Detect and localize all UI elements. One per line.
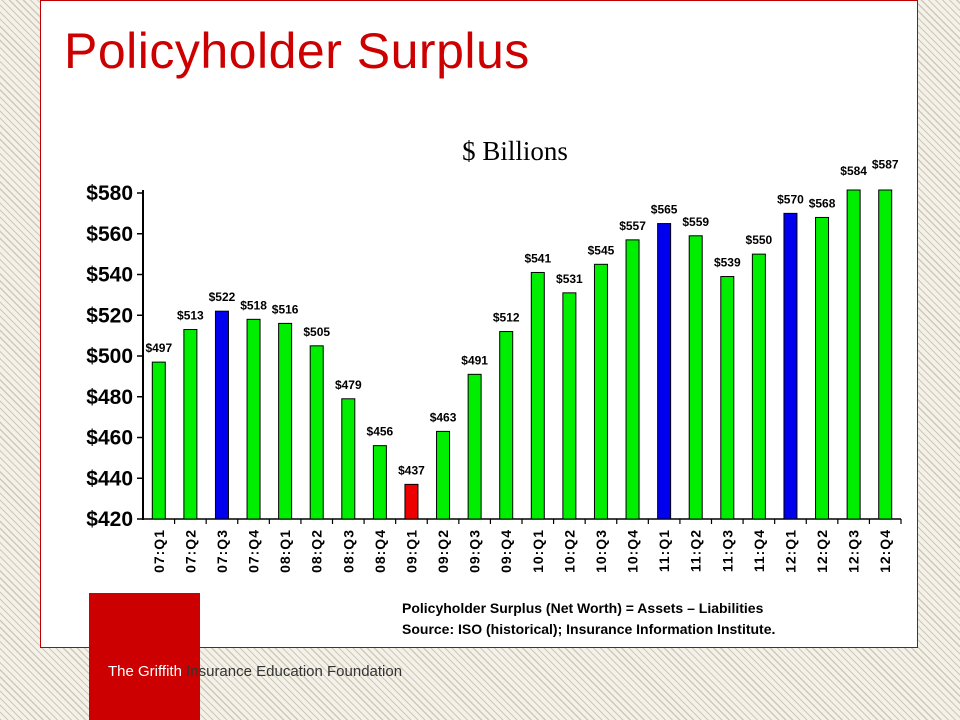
bar-11-Q4: [751, 253, 766, 520]
data-label: $491: [461, 353, 488, 367]
bar-10-Q2: [562, 292, 577, 520]
bar-07-Q1: [151, 361, 166, 520]
data-label: $518: [240, 298, 267, 312]
bar-09-Q3: [467, 373, 482, 520]
chart-title: $ Billions: [462, 136, 568, 166]
bar-11-Q2: [688, 235, 703, 520]
x-tick-label: 08:Q2: [309, 529, 325, 573]
data-label: $463: [430, 410, 457, 424]
data-label: $545: [588, 243, 615, 257]
x-tick-label: 09:Q1: [403, 529, 419, 573]
bar-10-Q3: [593, 263, 608, 520]
y-tick-label: $500: [86, 345, 133, 368]
bar-12-Q1: [783, 212, 798, 520]
y-tick-label: $440: [86, 467, 133, 490]
data-label: $497: [145, 341, 172, 355]
footer-part-2: Insurance Education Foundation: [181, 663, 403, 680]
x-tick-label: 10:Q2: [561, 529, 577, 573]
bar-12-Q3: [846, 189, 861, 520]
data-label: $550: [746, 233, 773, 247]
data-label: $516: [272, 302, 299, 316]
footnote-definition: Policyholder Surplus (Net Worth) = Asset…: [402, 600, 764, 616]
bar-07-Q4: [246, 318, 261, 520]
bar-07-Q3: [214, 310, 229, 520]
x-tick-label: 11:Q2: [688, 529, 704, 572]
data-label: $565: [651, 203, 678, 217]
accent-box: [89, 593, 200, 720]
x-tick-label: 12:Q3: [846, 529, 862, 573]
data-label: $557: [619, 219, 646, 233]
x-tick-label: 07:Q4: [246, 529, 262, 573]
x-tick-label: 09:Q4: [498, 529, 514, 573]
data-label: $522: [209, 290, 236, 304]
chart-axes: [142, 190, 902, 524]
data-label: $568: [809, 196, 836, 210]
x-tick-label: 08:Q1: [277, 529, 293, 573]
bar-10-Q1: [530, 271, 545, 520]
chart-bars: [151, 189, 893, 520]
chart-data-labels: $497 $513 $522 $518 $516 $505 $479 $456 $437 $463…: [145, 158, 898, 478]
y-tick-label: $580: [86, 182, 133, 205]
data-label: $539: [714, 256, 741, 270]
x-tick-label: 11:Q3: [719, 529, 735, 572]
y-tick-label: $460: [86, 427, 133, 450]
bar-10-Q4: [625, 239, 640, 520]
bar-12-Q4: [878, 189, 893, 520]
bar-09-Q4: [499, 331, 514, 520]
data-label: $541: [524, 251, 551, 265]
data-label: $513: [177, 309, 204, 323]
x-tick-label: 07:Q3: [214, 529, 230, 573]
footer-organization: The Griffith Insurance Education Foundat…: [108, 663, 402, 680]
x-tick-label: 12:Q1: [782, 529, 798, 573]
slide-frame: [40, 0, 918, 648]
x-tick-label: 09:Q2: [435, 529, 451, 573]
bar-08-Q2: [309, 345, 324, 520]
x-tick-label: 10:Q1: [530, 529, 546, 573]
data-label: $456: [367, 425, 394, 439]
y-axis-ticks: $420 $440 $460 $480 $500 $520 $540 $560 $580: [86, 182, 143, 531]
bar-08-Q1: [278, 322, 293, 520]
slide-title: Policyholder Surplus: [64, 23, 530, 79]
y-tick-label: $560: [86, 223, 133, 246]
data-label: $559: [682, 215, 709, 229]
y-tick-label: $540: [86, 264, 133, 287]
footnote-source: Source: ISO (historical); Insurance Info…: [402, 621, 776, 637]
bar-11-Q3: [720, 276, 735, 520]
x-tick-label: 10:Q3: [593, 529, 609, 573]
y-tick-label: $480: [86, 386, 133, 409]
data-label: $505: [303, 325, 330, 339]
x-tick-label: 11:Q1: [656, 529, 672, 572]
x-tick-label: 08:Q4: [372, 529, 388, 573]
x-tick-label: 07:Q2: [182, 529, 198, 573]
x-tick-label: 10:Q4: [625, 529, 641, 573]
bar-11-Q1: [657, 223, 672, 520]
bar-09-Q1: [404, 483, 419, 520]
x-tick-label: 08:Q3: [340, 529, 356, 573]
bar-07-Q2: [183, 329, 198, 520]
bar-09-Q2: [436, 430, 451, 520]
bar-08-Q4: [372, 445, 387, 520]
data-label: $479: [335, 378, 362, 392]
bar-12-Q2: [815, 216, 830, 520]
x-axis-ticks: 07:Q1 07:Q2 07:Q3 07:Q4 08:Q1 08:Q2 08:Q3 08:Q4…: [151, 529, 893, 573]
data-label: $570: [777, 192, 804, 206]
data-label: $584: [840, 164, 867, 178]
x-tick-label: 11:Q4: [751, 529, 767, 572]
x-tick-label: 12:Q2: [814, 529, 830, 573]
bar-08-Q3: [341, 398, 356, 520]
x-tick-label: 07:Q1: [151, 529, 167, 573]
y-tick-label: $520: [86, 304, 133, 327]
x-tick-label: 09:Q3: [467, 529, 483, 573]
footer-part-1: The Griffith: [108, 663, 182, 680]
y-tick-label: $420: [86, 508, 133, 531]
data-label: $531: [556, 272, 583, 286]
data-label: $512: [493, 311, 520, 325]
data-label: $437: [398, 463, 425, 477]
data-label: $587: [872, 158, 899, 172]
x-tick-label: 12:Q4: [877, 529, 893, 573]
chart-footnote: Policyholder Surplus (Net Worth) = Asset…: [402, 598, 775, 640]
